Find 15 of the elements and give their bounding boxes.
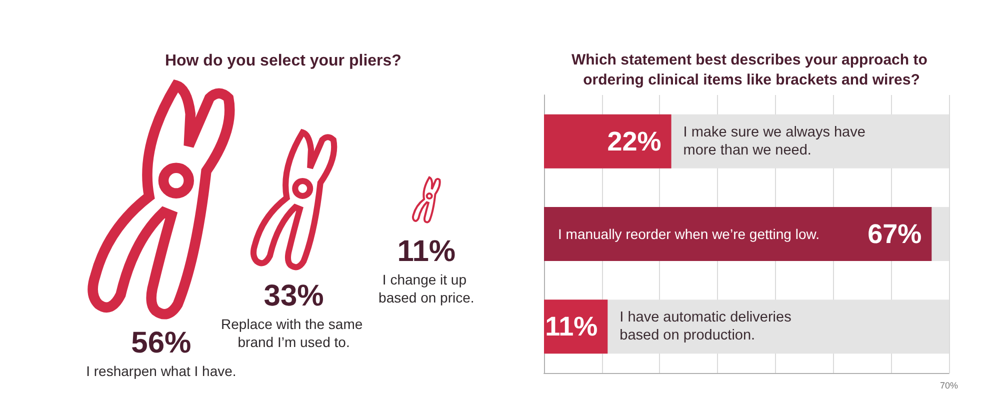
data-label: 11% (545, 312, 598, 342)
data-label: 33% (264, 280, 324, 313)
category-label: Replace with the same brand I’m used to. (221, 316, 367, 350)
data-label: 67% (868, 219, 922, 249)
y-tick-label: I manually reorder when we’re getting low. (558, 226, 820, 242)
data-label: 11% (397, 234, 456, 268)
text: How do you select your pliers? (164, 52, 402, 70)
category-label: I resharpen what I have. (86, 363, 236, 380)
y-tick-label: I make sure we always have more than we need. (683, 124, 870, 158)
y-tick-label: I have automatic deliveries based on production. (620, 310, 796, 344)
data-label: 22% (607, 126, 662, 156)
category-label: I change it up based on price. (378, 271, 474, 306)
chart-title: Which statement best describes your approach to ordering clinical items like brackets and wires? (571, 52, 932, 88)
x-tick-label: 70% (940, 380, 958, 390)
data-label: 56% (131, 326, 192, 360)
